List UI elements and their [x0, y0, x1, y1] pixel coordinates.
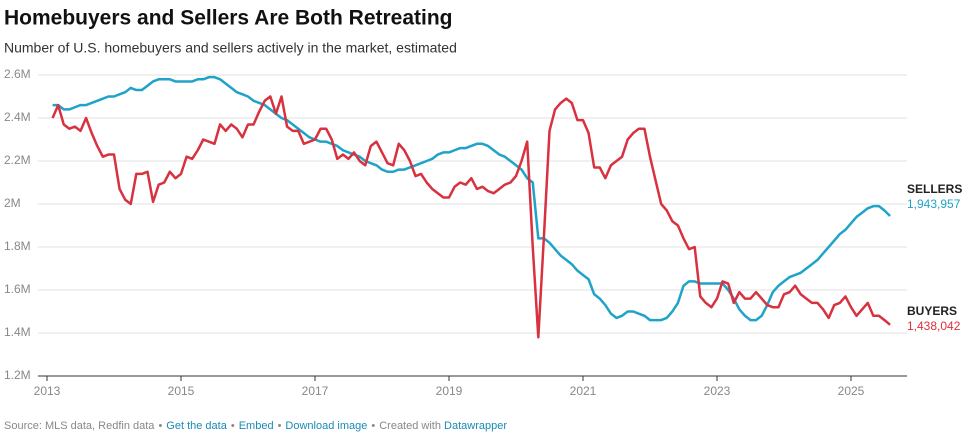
y-tick-label: 2.4M [4, 110, 31, 124]
x-tick-label: 2015 [168, 384, 195, 398]
x-tick-label: 2021 [570, 384, 597, 398]
y-tick-label: 2.6M [4, 67, 31, 81]
footer: Source: MLS data, Redfin data Get the dat… [4, 420, 507, 432]
legend-label: SELLERS [907, 182, 962, 196]
chart-subtitle: Number of U.S. homebuyers and sellers ac… [4, 40, 457, 56]
y-tick-label: 1.2M [4, 368, 31, 382]
credit: Created with [379, 420, 441, 432]
x-tick-label: 2017 [302, 384, 329, 398]
y-tick-label: 2.2M [4, 153, 31, 167]
y-tick-label: 1.6M [4, 282, 31, 296]
link[interactable]: Embed [238, 420, 274, 432]
chart-title: Homebuyers and Sellers Are Both Retreati… [4, 7, 453, 30]
separator [154, 420, 166, 432]
separator [367, 420, 379, 432]
separator [274, 420, 286, 432]
source: Source: MLS data, Redfin data [4, 420, 155, 432]
y-tick-label: 1.4M [4, 325, 31, 339]
y-tick-label: 1.8M [4, 239, 31, 253]
legend-label: BUYERS [907, 304, 957, 318]
x-tick-label: 2019 [436, 384, 463, 398]
line [52, 75, 891, 322]
chart: Homebuyers and Sellers Are Both Retreati… [4, 7, 962, 399]
x-tick-label: 2013 [34, 384, 61, 398]
line [51, 95, 891, 339]
value-label: 1,943,957 [907, 197, 961, 211]
link[interactable]: Datawrapper [444, 420, 508, 432]
link[interactable]: Get the data [166, 420, 227, 432]
y-tick-label: 2M [4, 196, 21, 210]
x-tick-label: 2023 [704, 384, 731, 398]
value-label: 1,438,042 [907, 319, 961, 333]
x-tick-label: 2025 [838, 384, 865, 398]
separator [227, 420, 239, 432]
link[interactable]: Download image [285, 420, 368, 432]
